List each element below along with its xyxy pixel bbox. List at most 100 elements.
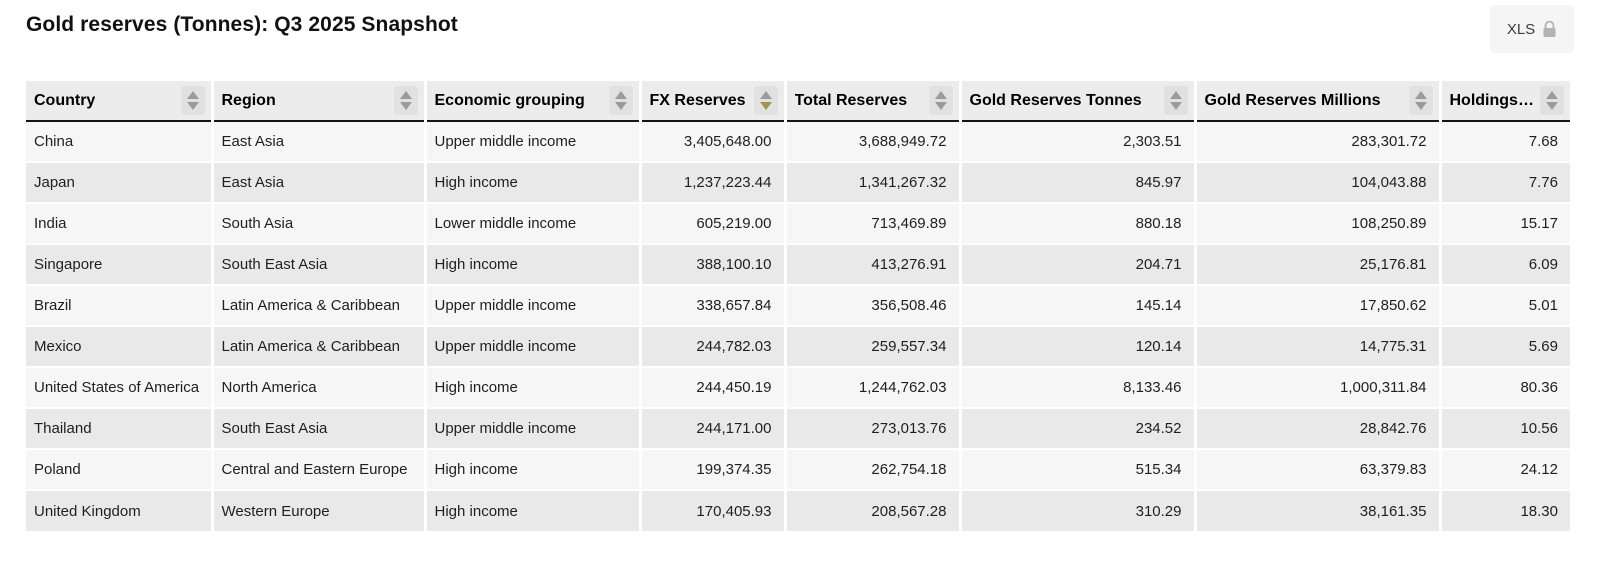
sort-arrows-icon[interactable] <box>1163 86 1188 115</box>
sort-up-icon <box>399 91 412 99</box>
cell-gold-reserves-tonnes: 8,133.46 <box>958 366 1195 408</box>
sort-down-icon <box>759 102 772 110</box>
cell-economic-grouping: High income <box>423 161 640 203</box>
cell-holdings: 5.01 <box>1438 284 1570 326</box>
cell-gold-reserves-millions: 283,301.72 <box>1193 120 1440 162</box>
column-header-economic-grouping[interactable]: Economic grouping <box>423 81 640 122</box>
cell-total-reserves: 1,244,762.03 <box>783 366 960 408</box>
cell-gold-reserves-tonnes: 845.97 <box>958 161 1195 203</box>
table-row-india: India South Asia Lower middle income 605,21… <box>26 202 1570 244</box>
cell-holdings: 18.30 <box>1438 489 1570 531</box>
table-row-brazil: Brazil Latin America & Caribbean Upper mid… <box>26 284 1570 326</box>
page-header: Gold reserves (Tonnes): Q3 2025 Snapshot… <box>0 0 1600 53</box>
column-header-label: Economic grouping <box>434 91 585 109</box>
cell-country: Poland <box>26 448 212 490</box>
sort-up-icon <box>759 91 772 99</box>
sort-up-icon <box>934 91 947 99</box>
sort-down-icon <box>614 102 627 110</box>
cell-gold-reserves-millions: 25,176.81 <box>1193 243 1440 285</box>
cell-country: China <box>26 120 212 162</box>
cell-country: United States of America <box>26 366 212 408</box>
sort-down-icon <box>186 102 199 110</box>
cell-region: North America <box>210 366 425 408</box>
gold-reserves-table-container: Country Region Economic grouping FX Reserve… <box>26 81 1574 531</box>
column-header-country[interactable]: Country <box>26 81 212 122</box>
sort-down-icon <box>1414 102 1427 110</box>
cell-fx-reserves: 338,657.84 <box>638 284 785 326</box>
sort-arrows-icon[interactable] <box>608 86 633 115</box>
cell-holdings: 7.68 <box>1438 120 1570 162</box>
cell-gold-reserves-millions: 38,161.35 <box>1193 489 1440 531</box>
cell-country: India <box>26 202 212 244</box>
cell-fx-reserves: 244,171.00 <box>638 407 785 449</box>
cell-holdings: 6.09 <box>1438 243 1570 285</box>
cell-region: South East Asia <box>210 407 425 449</box>
column-header-total-reserves[interactable]: Total Reserves <box>783 81 960 122</box>
cell-holdings: 80.36 <box>1438 366 1570 408</box>
sort-up-icon <box>614 91 627 99</box>
cell-gold-reserves-millions: 108,250.89 <box>1193 202 1440 244</box>
table-row-singapore: Singapore South East Asia High income 388,1… <box>26 243 1570 285</box>
cell-region: South Asia <box>210 202 425 244</box>
cell-economic-grouping: High income <box>423 366 640 408</box>
sort-arrows-icon[interactable] <box>1408 86 1433 115</box>
column-header-gold-reserves-tonnes[interactable]: Gold Reserves Tonnes <box>958 81 1195 122</box>
cell-fx-reserves: 1,237,223.44 <box>638 161 785 203</box>
cell-fx-reserves: 170,405.93 <box>638 489 785 531</box>
sort-arrows-icon[interactable] <box>393 86 418 115</box>
cell-fx-reserves: 244,450.19 <box>638 366 785 408</box>
cell-total-reserves: 273,013.76 <box>783 407 960 449</box>
cell-economic-grouping: Upper middle income <box>423 284 640 326</box>
sort-up-icon <box>1169 91 1182 99</box>
sort-arrows-icon[interactable] <box>928 86 953 115</box>
table-row-united-states-of-america: United States of America North America Hig… <box>26 366 1570 408</box>
sort-arrows-icon[interactable] <box>753 86 778 115</box>
cell-holdings: 5.69 <box>1438 325 1570 367</box>
cell-total-reserves: 259,557.34 <box>783 325 960 367</box>
cell-country: Singapore <box>26 243 212 285</box>
cell-country: Mexico <box>26 325 212 367</box>
cell-economic-grouping: Upper middle income <box>423 325 640 367</box>
column-header-label: Country <box>34 91 96 109</box>
cell-gold-reserves-tonnes: 880.18 <box>958 202 1195 244</box>
cell-fx-reserves: 244,782.03 <box>638 325 785 367</box>
export-xls-button[interactable]: XLS <box>1490 5 1574 53</box>
cell-fx-reserves: 605,219.00 <box>638 202 785 244</box>
column-header-label: Region <box>221 91 276 109</box>
column-header-holdings[interactable]: Holdings % <box>1438 81 1570 122</box>
column-header-label: Holdings % <box>1449 91 1537 109</box>
cell-gold-reserves-millions: 28,842.76 <box>1193 407 1440 449</box>
cell-region: East Asia <box>210 120 425 162</box>
cell-economic-grouping: High income <box>423 489 640 531</box>
cell-holdings: 10.56 <box>1438 407 1570 449</box>
cell-gold-reserves-tonnes: 515.34 <box>958 448 1195 490</box>
cell-country: United Kingdom <box>26 489 212 531</box>
table-row-united-kingdom: United Kingdom Western Europe High income 1… <box>26 489 1570 531</box>
cell-country: Brazil <box>26 284 212 326</box>
sort-up-icon <box>186 91 199 99</box>
column-header-label: Gold Reserves Millions <box>1204 91 1381 109</box>
cell-economic-grouping: Upper middle income <box>423 120 640 162</box>
cell-fx-reserves: 199,374.35 <box>638 448 785 490</box>
cell-gold-reserves-millions: 17,850.62 <box>1193 284 1440 326</box>
sort-down-icon <box>1546 102 1558 110</box>
sort-arrows-icon[interactable] <box>180 86 205 115</box>
cell-total-reserves: 356,508.46 <box>783 284 960 326</box>
cell-total-reserves: 1,341,267.32 <box>783 161 960 203</box>
table-row-mexico: Mexico Latin America & Caribbean Upper mid… <box>26 325 1570 367</box>
cell-gold-reserves-tonnes: 310.29 <box>958 489 1195 531</box>
column-header-region[interactable]: Region <box>210 81 425 122</box>
cell-economic-grouping: Lower middle income <box>423 202 640 244</box>
column-header-label: Gold Reserves Tonnes <box>969 91 1142 109</box>
sort-down-icon <box>1169 102 1182 110</box>
cell-country: Thailand <box>26 407 212 449</box>
column-header-fx-reserves[interactable]: FX Reserves <box>638 81 785 122</box>
cell-gold-reserves-millions: 104,043.88 <box>1193 161 1440 203</box>
sort-arrows-icon[interactable] <box>1540 86 1564 115</box>
cell-region: Latin America & Caribbean <box>210 284 425 326</box>
column-header-gold-reserves-millions[interactable]: Gold Reserves Millions <box>1193 81 1440 122</box>
cell-gold-reserves-tonnes: 234.52 <box>958 407 1195 449</box>
gold-reserves-table: Country Region Economic grouping FX Reserve… <box>26 81 1570 531</box>
page-title: Gold reserves (Tonnes): Q3 2025 Snapshot <box>26 13 458 36</box>
cell-country: Japan <box>26 161 212 203</box>
